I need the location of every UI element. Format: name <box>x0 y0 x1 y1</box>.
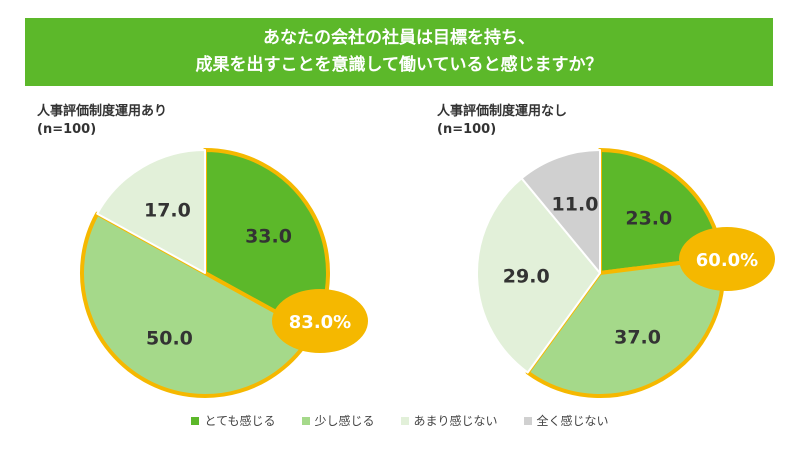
right-chart-heading: 人事評価制度運用なし (n=100) <box>437 103 567 139</box>
legend-swatch <box>191 416 200 425</box>
highlight-total: 83.0% <box>289 312 351 333</box>
data-label: 37.0 <box>614 327 661 349</box>
legend-swatch <box>523 416 532 425</box>
title-line-1: あなたの会社の社員は目標を持ち、 <box>263 28 535 48</box>
left-chart-title: 人事評価制度運用あり <box>37 104 168 119</box>
title-line-2: 成果を出すことを意識して働いていると感じますか？ <box>195 55 603 75</box>
data-label: 33.0 <box>245 225 292 247</box>
legend-item: 少し感じる <box>301 412 375 429</box>
pie-slice <box>96 149 206 274</box>
data-label: 11.0 <box>552 194 599 216</box>
data-label: 17.0 <box>144 199 191 221</box>
right-chart-n: (n=100) <box>437 122 497 137</box>
data-label: 50.0 <box>146 328 193 350</box>
data-label: 29.0 <box>503 265 550 287</box>
pie-slice <box>80 211 315 398</box>
legend-label: とても感じる <box>204 414 276 428</box>
data-label: 23.0 <box>625 208 672 230</box>
legend-label: 全く感じない <box>536 414 609 428</box>
legend-label: 少し感じる <box>314 414 375 428</box>
legend-item: 全く感じない <box>523 412 609 429</box>
highlight-badge <box>272 289 368 353</box>
pie-slice <box>525 255 725 398</box>
pie-slice <box>520 149 601 274</box>
legend: とても感じる 少し感じる あまり感じない 全く感じない <box>0 412 800 429</box>
legend-label: あまり感じない <box>413 414 498 428</box>
highlight-badge <box>679 227 775 291</box>
pie-slice <box>476 177 601 374</box>
left-chart-heading: 人事評価制度運用あり (n=100) <box>37 103 167 139</box>
legend-swatch <box>301 416 310 425</box>
right-chart-title: 人事評価制度運用なし <box>437 104 568 119</box>
legend-swatch <box>400 416 409 425</box>
legend-item: あまり感じない <box>400 412 498 429</box>
legend-item: とても感じる <box>191 412 276 429</box>
highlight-total: 60.0% <box>696 250 758 271</box>
left-chart-n: (n=100) <box>37 122 97 137</box>
question-banner: あなたの会社の社員は目標を持ち、 成果を出すことを意識して働いていると感じますか… <box>25 18 773 86</box>
